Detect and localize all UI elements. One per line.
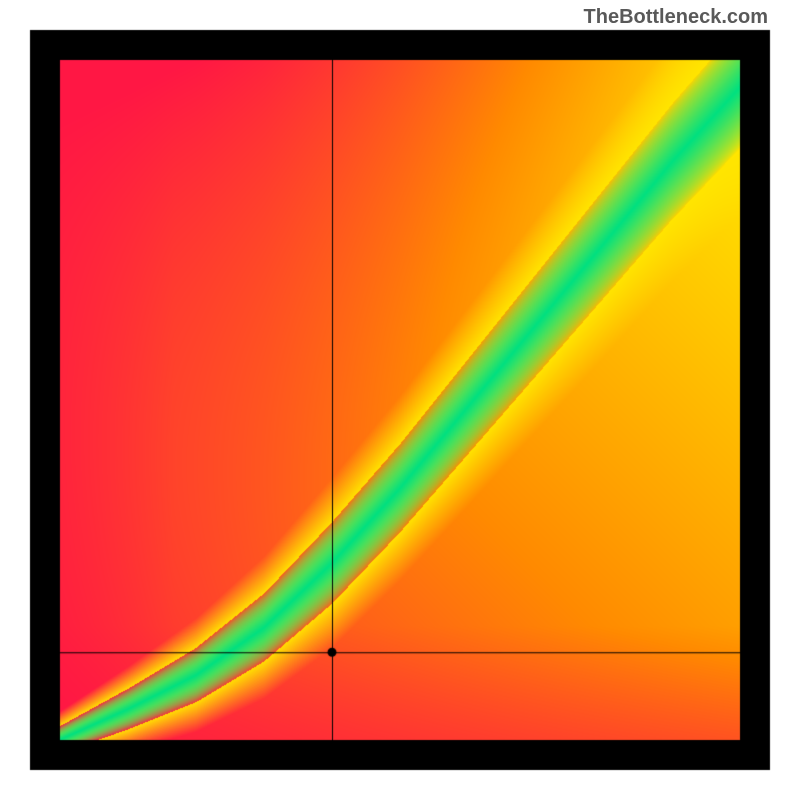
bottleneck-heatmap (0, 0, 800, 800)
watermark-text: TheBottleneck.com (584, 6, 768, 29)
chart-container: TheBottleneck.com (0, 0, 800, 800)
